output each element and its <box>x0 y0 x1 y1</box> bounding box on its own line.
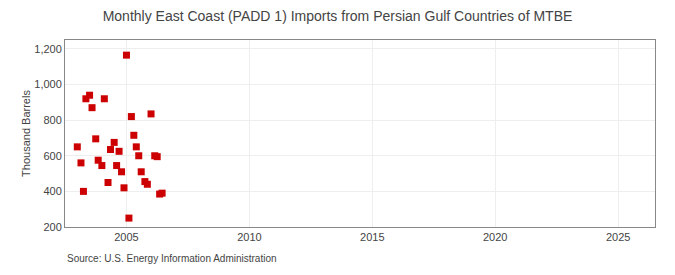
svg-text:2015: 2015 <box>360 231 384 243</box>
svg-text:Thousand Barrels: Thousand Barrels <box>20 90 32 177</box>
svg-text:200: 200 <box>43 221 61 233</box>
svg-text:Source: U.S. Energy Informatio: Source: U.S. Energy Information Administ… <box>67 253 277 264</box>
svg-text:2020: 2020 <box>483 231 507 243</box>
svg-text:400: 400 <box>43 185 61 197</box>
svg-text:600: 600 <box>43 150 61 162</box>
svg-text:2005: 2005 <box>114 231 138 243</box>
svg-text:2025: 2025 <box>606 231 630 243</box>
svg-text:1,200: 1,200 <box>34 43 62 55</box>
svg-text:Monthly East Coast (PADD 1) Im: Monthly East Coast (PADD 1) Imports from… <box>103 8 573 24</box>
svg-text:800: 800 <box>43 114 61 126</box>
svg-text:2010: 2010 <box>237 231 261 243</box>
svg-text:1,000: 1,000 <box>34 78 62 90</box>
